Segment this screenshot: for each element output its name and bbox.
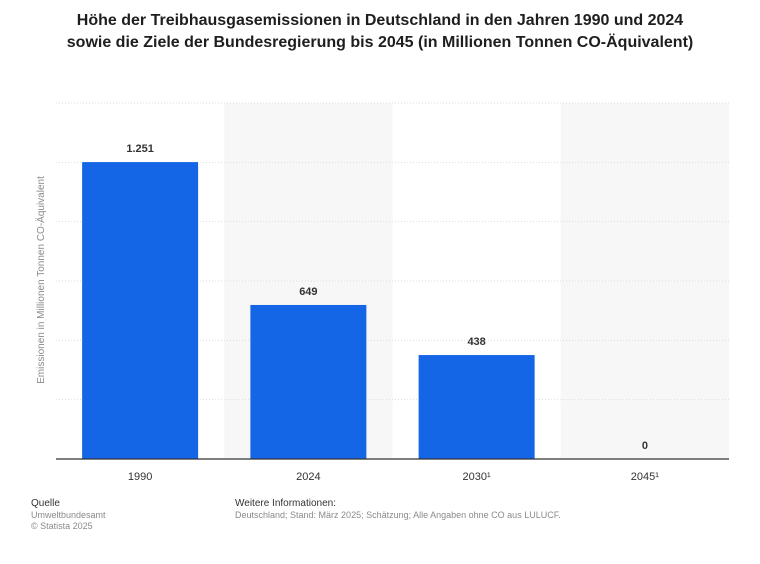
y-axis-label: Emissionen in Millionen Tonnen CO-Äquiva… — [35, 176, 47, 384]
bar[interactable] — [418, 355, 535, 459]
bar[interactable] — [250, 304, 367, 459]
data-label: 1.251 — [126, 143, 154, 155]
x-tick-labels: 1990 2024 2030¹ 2045¹ — [128, 471, 659, 483]
source-name: Umweltbundesamt — [31, 510, 106, 520]
source-block: Quelle Umweltbundesamt © Statista 2025 — [31, 498, 211, 532]
bar-chart: 1.251 649 438 0 1990 2024 2030¹ 2045¹ Emission… — [35, 102, 729, 483]
data-label: 0 — [642, 440, 648, 452]
data-label: 649 — [299, 286, 317, 298]
bar[interactable] — [82, 162, 199, 459]
copyright: © Statista 2025 — [31, 521, 93, 531]
value-labels: 1.251 649 438 0 — [126, 143, 648, 452]
gridlines — [56, 102, 729, 401]
x-tick-label: 2045¹ — [631, 471, 659, 483]
info-text: Deutschland; Stand: März 2025; Schätzung… — [235, 510, 561, 520]
info-block: Weitere Informationen: Deutschland; Stan… — [235, 498, 565, 521]
source-heading: Quelle — [31, 498, 60, 509]
info-heading: Weitere Informationen: — [235, 498, 336, 509]
bars — [82, 162, 535, 459]
x-tick-label: 1990 — [128, 471, 152, 483]
data-label: 438 — [467, 336, 485, 348]
x-tick-label: 2024 — [296, 471, 320, 483]
chart-title: Höhe der Treibhausgasemissionen in Deuts… — [66, 12, 694, 51]
x-tick-label: 2030¹ — [463, 471, 491, 483]
